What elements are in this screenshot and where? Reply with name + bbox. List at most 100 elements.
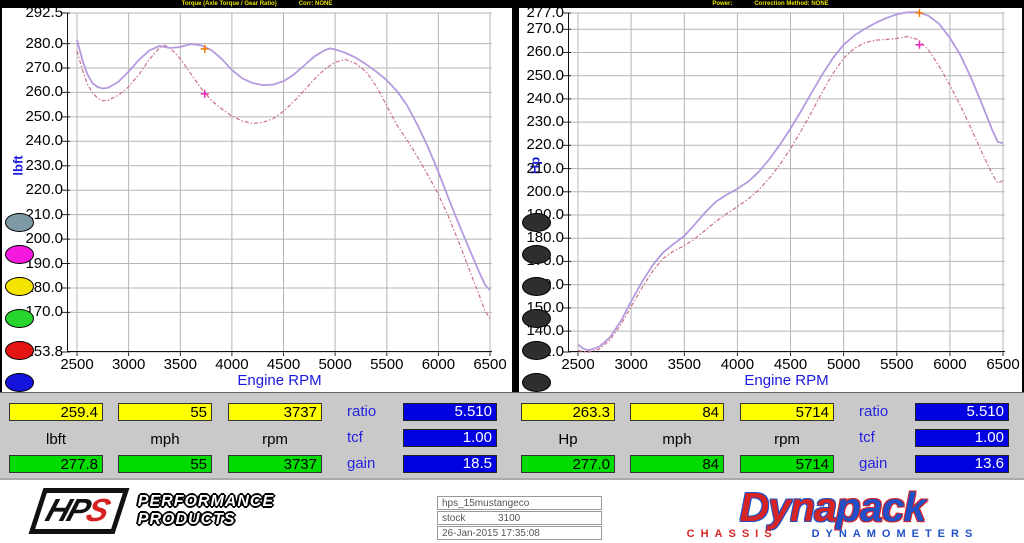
cursor-value-box: 5714 <box>740 403 834 421</box>
y-tick-label: 200.0 <box>526 182 564 200</box>
run-config-field[interactable]: stock 3100 <box>437 511 602 525</box>
x-tick-label: 4500 <box>773 356 808 373</box>
dynapack-logo-pack: pack <box>835 484 926 530</box>
legend-swatch[interactable] <box>522 213 551 232</box>
power-dashed-run <box>577 35 1004 353</box>
plot-area[interactable] <box>562 9 1005 356</box>
y-tick-label: 180.0 <box>526 229 564 247</box>
cursor-value-box: 277.8 <box>9 455 103 473</box>
unit-label: lbft <box>45 431 66 448</box>
chart-title-bar: Power: Correction Method: NONE <box>519 0 1022 8</box>
cursor-value-box: 84 <box>630 455 724 473</box>
stat-value-gain: 13.6 <box>915 455 1009 473</box>
torque-readout-table: 259.4 55 3737 lbft mph rpm 277.8 55 3737… <box>0 393 512 479</box>
x-tick-label: 2500 <box>60 356 94 373</box>
y-tick-label: 170.0 <box>25 303 63 321</box>
chart-panel-torque: Torque (Axle Torque / Gear Ratio) Corr: … <box>0 0 512 392</box>
legend-swatch[interactable] <box>522 373 551 392</box>
legend-swatch[interactable] <box>5 245 34 264</box>
y-tick-label: 200.0 <box>25 230 63 248</box>
y-tick-label: 277.0 <box>526 4 564 21</box>
unit-label: mph <box>662 431 692 448</box>
stat-label-tcf: tcf <box>347 429 363 446</box>
x-axis-title: Engine RPM <box>744 372 829 389</box>
footer-strip: HPS PERFORMANCE PRODUCTS hps_15mustangec… <box>0 478 1024 543</box>
legend-swatch[interactable] <box>5 373 34 392</box>
y-tick-label: 270.0 <box>25 58 63 76</box>
chart-title: Torque (Axle Torque / Gear Ratio) <box>181 1 277 7</box>
hps-logo-text: PERFORMANCE PRODUCTS <box>137 493 275 528</box>
legend-swatch[interactable] <box>522 309 551 328</box>
x-tick-label: 3000 <box>111 356 146 373</box>
cursor-value-box: 263.3 <box>521 403 615 421</box>
cursor-marker <box>915 40 924 49</box>
cursor-value-box: 3737 <box>228 455 322 473</box>
y-tick-label: 210.0 <box>25 205 63 223</box>
x-tick-label: 3500 <box>667 356 701 373</box>
legend-swatch[interactable] <box>5 309 34 328</box>
correction-label: Correction Method: NONE <box>754 1 829 7</box>
dynapack-logo-dyna: Dyna <box>739 484 837 530</box>
readout-strip: 259.4 55 3737 lbft mph rpm 277.8 55 3737… <box>0 392 1024 478</box>
y-tick-label: 230.0 <box>25 156 63 174</box>
legend-swatch[interactable] <box>5 277 34 296</box>
x-tick-label: 2500 <box>561 356 595 373</box>
x-tick-label: 6000 <box>933 356 967 373</box>
hps-logo: HPS PERFORMANCE PRODUCTS <box>28 488 275 534</box>
y-tick-label: 250.0 <box>526 66 564 84</box>
x-tick-label: 5000 <box>318 356 352 373</box>
unit-label: rpm <box>774 431 800 448</box>
y-tick-label: 220.0 <box>526 136 564 154</box>
hps-logo-mark: HPS <box>28 488 130 534</box>
x-tick-label: 5500 <box>370 356 404 373</box>
cursor-value-box: 84 <box>630 403 724 421</box>
legend-swatch[interactable] <box>5 341 34 360</box>
unit-label: mph <box>150 431 180 448</box>
stat-label-gain: gain <box>859 455 888 472</box>
legend-swatches <box>5 213 35 405</box>
run-name-field[interactable]: hps_15mustangeco <box>437 496 602 510</box>
cursor-value-box: 259.4 <box>9 403 103 421</box>
power-solid-run <box>577 11 1004 352</box>
x-tick-label: 4000 <box>720 356 755 373</box>
legend-swatches <box>522 213 552 405</box>
correction-label: Corr: NONE <box>298 1 333 7</box>
legend-swatch[interactable] <box>522 245 551 264</box>
dynapack-logo-chassis: CHASSIS <box>686 528 778 540</box>
x-tick-label: 6500 <box>986 356 1020 373</box>
y-tick-label: 153.8 <box>25 343 63 360</box>
y-tick-label: 280.0 <box>25 34 63 52</box>
stat-value-tcf: 1.00 <box>403 429 497 447</box>
power-readout-table: 263.3 84 5714 Hp mph rpm 277.0 84 5714 r… <box>512 393 1024 479</box>
cursor-marker <box>200 89 209 98</box>
x-tick-label: 4000 <box>215 356 249 373</box>
cursor-marker <box>200 44 209 53</box>
x-tick-label: 4500 <box>266 356 301 373</box>
legend-swatch[interactable] <box>5 213 34 232</box>
y-tick-label: 250.0 <box>25 107 63 125</box>
y-tick-label: 190.0 <box>25 254 63 272</box>
stat-label-gain: gain <box>347 455 376 472</box>
run-timestamp-field[interactable]: 26-Jan-2015 17:35:08 <box>437 526 602 540</box>
x-tick-label: 6000 <box>421 356 456 373</box>
dynapack-logo-dynamometers: DYNAMOMETERS <box>811 528 979 540</box>
x-axis-title: Engine RPM <box>237 372 322 389</box>
y-tick-label: 292.5 <box>25 4 63 21</box>
chart-panel-power: Power: Correction Method: NONE Hp Engine… <box>512 0 1024 392</box>
dynapack-logo: Dynapack CHASSIS DYNAMOMETERS <box>645 486 1020 540</box>
legend-swatch[interactable] <box>522 341 551 360</box>
stat-value-ratio: 5.510 <box>403 403 497 421</box>
y-tick-label: 240.0 <box>25 132 63 150</box>
unit-label: Hp <box>558 431 578 448</box>
chart-title: Power: <box>712 1 733 7</box>
legend-swatch[interactable] <box>522 277 551 296</box>
torque-dashed-run <box>76 44 491 319</box>
run-info-box: hps_15mustangeco stock 3100 26-Jan-2015 … <box>437 496 602 541</box>
x-tick-label: 3000 <box>614 356 648 373</box>
x-tick-label: 3500 <box>163 356 197 373</box>
plot-area[interactable] <box>61 12 492 356</box>
x-tick-label: 6500 <box>473 356 507 373</box>
cursor-value-box: 3737 <box>228 403 322 421</box>
stat-value-ratio: 5.510 <box>915 403 1009 421</box>
